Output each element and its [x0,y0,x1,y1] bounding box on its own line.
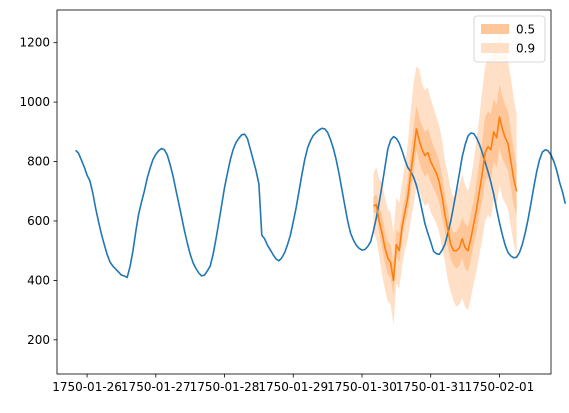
x-tick-label: 1750-01-27 [121,380,191,394]
y-tick-label: 600 [27,214,50,228]
legend-swatch [481,24,509,34]
legend-swatch [481,43,509,53]
x-tick-label: 1750-01-28 [190,380,260,394]
y-tick-label: 800 [27,155,50,169]
median-line [373,116,518,282]
y-tick-label: 200 [27,333,50,347]
series-lines [75,116,567,282]
band-0.5 [373,84,517,296]
band-0.9 [373,30,517,326]
x-tick-label: 1750-01-29 [258,380,328,394]
y-tick-label: 1000 [19,95,50,109]
axes: 200 400 600 800 1000 1200 1750-01-261750-01-27… [19,9,552,394]
x-tick-label: 1750-01-31 [396,380,466,394]
forecast-bands [373,30,517,326]
x-tick-label: 1750-01-30 [327,380,397,394]
y-tick-label: 1200 [19,36,50,50]
legend: 0.50.9 [473,15,546,63]
axes-frame [56,9,552,375]
y-tick-label: 400 [27,273,50,287]
legend-label: 0.5 [516,23,535,37]
x-tick-label: 1750-02-01 [465,380,535,394]
legend-label: 0.9 [516,42,535,56]
x-tick-label: 1750-01-26 [52,380,122,394]
